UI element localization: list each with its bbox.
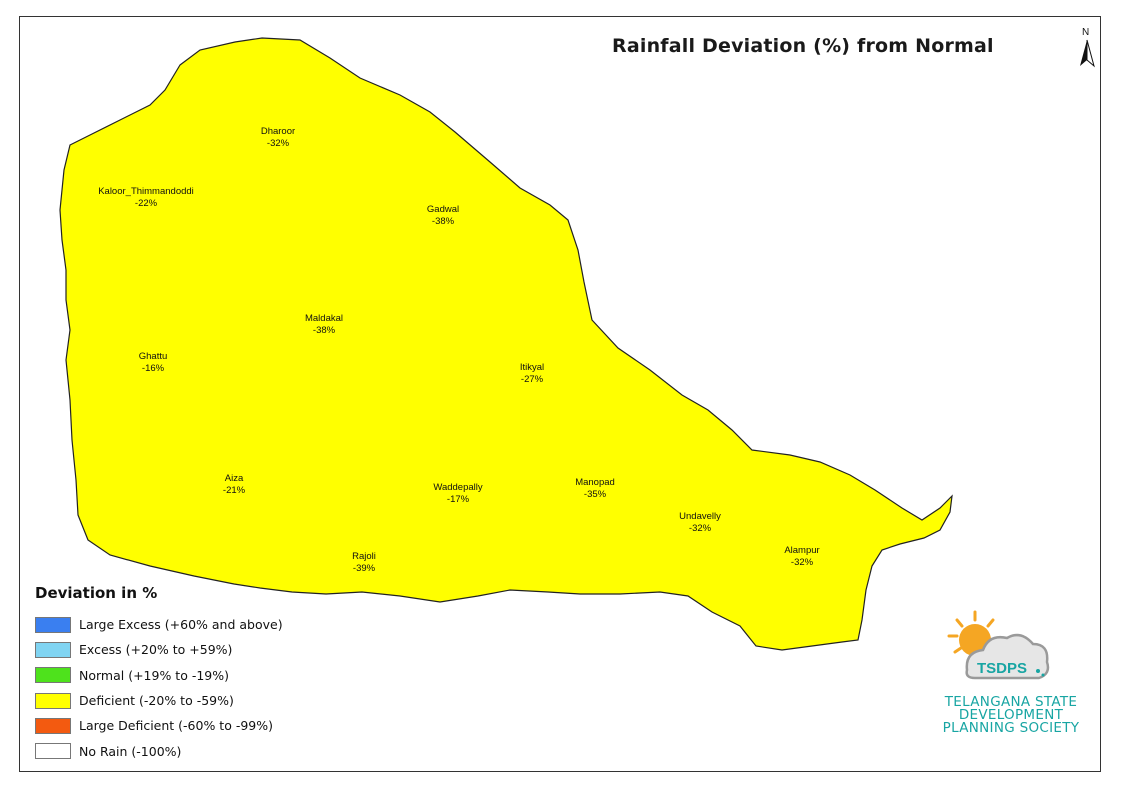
mandal-name-ghattu: Ghattu: [139, 351, 168, 362]
legend-item: No Rain (-100%): [35, 738, 283, 763]
mandal-name-dharoor: Dharoor: [261, 126, 295, 137]
legend-item: Normal (+19% to -19%): [35, 663, 283, 688]
mandal-name-maldakal: Maldakal: [305, 313, 343, 324]
mandal-value-manopad: -35%: [584, 489, 607, 500]
mandal-value-gadwal: -38%: [432, 216, 455, 227]
mandal-value-itikyal: -27%: [521, 374, 544, 385]
logo-acronym: TSDPS: [977, 660, 1027, 677]
mandal-value-ghattu: -16%: [142, 363, 165, 374]
tsdps-logo-icon: TSDPS: [947, 610, 1050, 680]
map-title: Rainfall Deviation (%) from Normal: [612, 35, 994, 57]
mandal-name-manopad: Manopad: [575, 477, 615, 488]
legend-label: Large Deficient (-60% to -99%): [79, 718, 274, 734]
mandal-value-maldakal: -38%: [313, 325, 336, 336]
north-label: N: [1082, 27, 1090, 38]
legend-swatch: [35, 743, 71, 760]
legend-items: Large Excess (+60% and above) Excess (+20…: [35, 612, 283, 764]
legend-item: Large Excess (+60% and above): [35, 612, 283, 637]
mandal-value-aiza: -21%: [223, 485, 246, 496]
logo-line-1: TELANGANA STATE: [944, 694, 1078, 710]
mandal-value-dharoor: -32%: [267, 138, 290, 149]
legend-label: No Rain (-100%): [79, 743, 182, 759]
legend-swatch: [35, 641, 71, 658]
mandal-name-rajoli: Rajoli: [352, 551, 376, 562]
mandal-name-undavelly: Undavelly: [679, 511, 721, 522]
legend-swatch: [35, 717, 71, 734]
legend-swatch: [35, 692, 71, 709]
mandal-labels: Dharoor-32%Kaloor_Thimmandoddi-22%Gadwal…: [98, 126, 819, 574]
legend-item: Large Deficient (-60% to -99%): [35, 713, 283, 738]
logo-line-2: DEVELOPMENT: [958, 707, 1064, 723]
north-arrow-icon: [1080, 39, 1095, 68]
legend-label: Deficient (-20% to -59%): [79, 693, 234, 709]
mandal-name-alampur: Alampur: [784, 545, 819, 556]
logo-text: TELANGANA STATE DEVELOPMENT PLANNING SOC…: [936, 694, 1086, 736]
mandal-value-kaloor-thimmandoddi: -22%: [135, 198, 158, 209]
legend-label: Normal (+19% to -19%): [79, 667, 229, 683]
legend-item: Deficient (-20% to -59%): [35, 688, 283, 713]
legend-title: Deviation in %: [35, 584, 158, 602]
legend-item: Excess (+20% to +59%): [35, 637, 283, 662]
legend-swatch: [35, 616, 71, 633]
legend: Deviation in % Large Excess (+60% and ab…: [35, 584, 283, 764]
mandal-name-itikyal: Itikyal: [520, 362, 544, 373]
mandal-value-waddepally: -17%: [447, 494, 470, 505]
mandal-value-alampur: -32%: [791, 557, 814, 568]
mandal-value-undavelly: -32%: [689, 523, 712, 534]
legend-label: Excess (+20% to +59%): [79, 642, 233, 658]
legend-label: Large Excess (+60% and above): [79, 617, 283, 633]
legend-swatch: [35, 667, 71, 684]
mandal-value-rajoli: -39%: [353, 563, 376, 574]
mandal-name-gadwal: Gadwal: [427, 204, 459, 215]
logo-line-3: PLANNING SOCIETY: [942, 720, 1080, 736]
mandal-name-waddepally: Waddepally: [433, 482, 483, 493]
mandal-name-aiza: Aiza: [225, 473, 244, 484]
mandal-name-kaloor-thimmandoddi: Kaloor_Thimmandoddi: [98, 186, 194, 197]
